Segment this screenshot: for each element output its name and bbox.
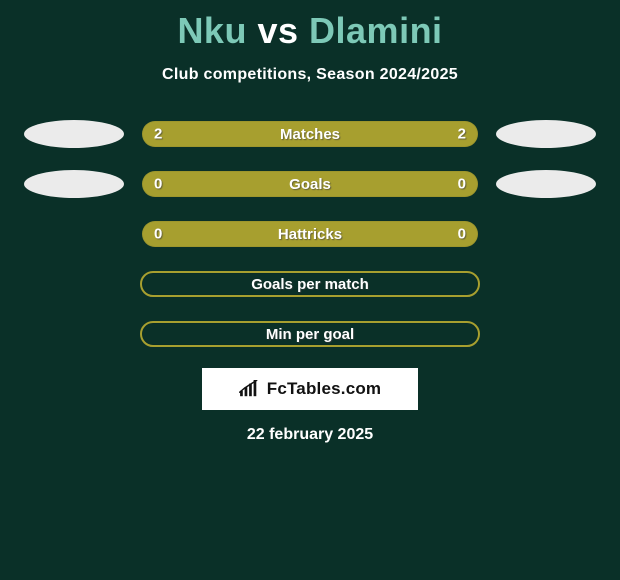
player1-flag-placeholder — [24, 120, 124, 148]
player2-name: Dlamini — [309, 10, 443, 51]
player2-flag-placeholder — [496, 170, 596, 198]
stat-left-value: 0 — [154, 176, 162, 193]
stat-row-hattricks: 0 Hattricks 0 — [0, 220, 620, 248]
stat-bar-goals: 0 Goals 0 — [142, 171, 478, 197]
stat-right-value: 2 — [458, 126, 466, 143]
stat-right-value: 0 — [458, 176, 466, 193]
flag-spacer — [496, 220, 596, 248]
brand-text: FcTables.com — [267, 379, 382, 399]
flag-spacer — [22, 320, 122, 348]
card-subtitle: Club competitions, Season 2024/2025 — [0, 66, 620, 84]
stat-left-value: 2 — [154, 126, 162, 143]
stat-row-min-per-goal: Min per goal — [0, 320, 620, 348]
stat-label: Min per goal — [266, 326, 354, 343]
stat-bar-matches: 2 Matches 2 — [142, 121, 478, 147]
flag-spacer — [498, 320, 598, 348]
player2-flag-placeholder — [496, 120, 596, 148]
stat-label: Goals — [289, 176, 331, 193]
card-date: 22 february 2025 — [0, 426, 620, 444]
stat-row-goals: 0 Goals 0 — [0, 170, 620, 198]
brand-box: FcTables.com — [202, 368, 418, 410]
stat-row-matches: 2 Matches 2 — [0, 120, 620, 148]
stat-bar-min-per-goal: Min per goal — [140, 321, 480, 347]
card-title: Nku vs Dlamini — [0, 0, 620, 52]
stat-right-value: 0 — [458, 226, 466, 243]
stat-label: Hattricks — [278, 226, 342, 243]
flag-spacer — [22, 270, 122, 298]
player1-name: Nku — [177, 10, 247, 51]
stat-rows: 2 Matches 2 0 Goals 0 0 Hattricks 0 — [0, 120, 620, 348]
stat-bar-hattricks: 0 Hattricks 0 — [142, 221, 478, 247]
bar-chart-icon — [239, 380, 261, 398]
stat-label: Goals per match — [251, 276, 369, 293]
stat-bar-goals-per-match: Goals per match — [140, 271, 480, 297]
stat-label: Matches — [280, 126, 340, 143]
stat-row-goals-per-match: Goals per match — [0, 270, 620, 298]
stat-left-value: 0 — [154, 226, 162, 243]
flag-spacer — [498, 270, 598, 298]
comparison-card: Nku vs Dlamini Club competitions, Season… — [0, 0, 620, 580]
vs-separator: vs — [257, 10, 298, 51]
flag-spacer — [24, 220, 124, 248]
player1-flag-placeholder — [24, 170, 124, 198]
